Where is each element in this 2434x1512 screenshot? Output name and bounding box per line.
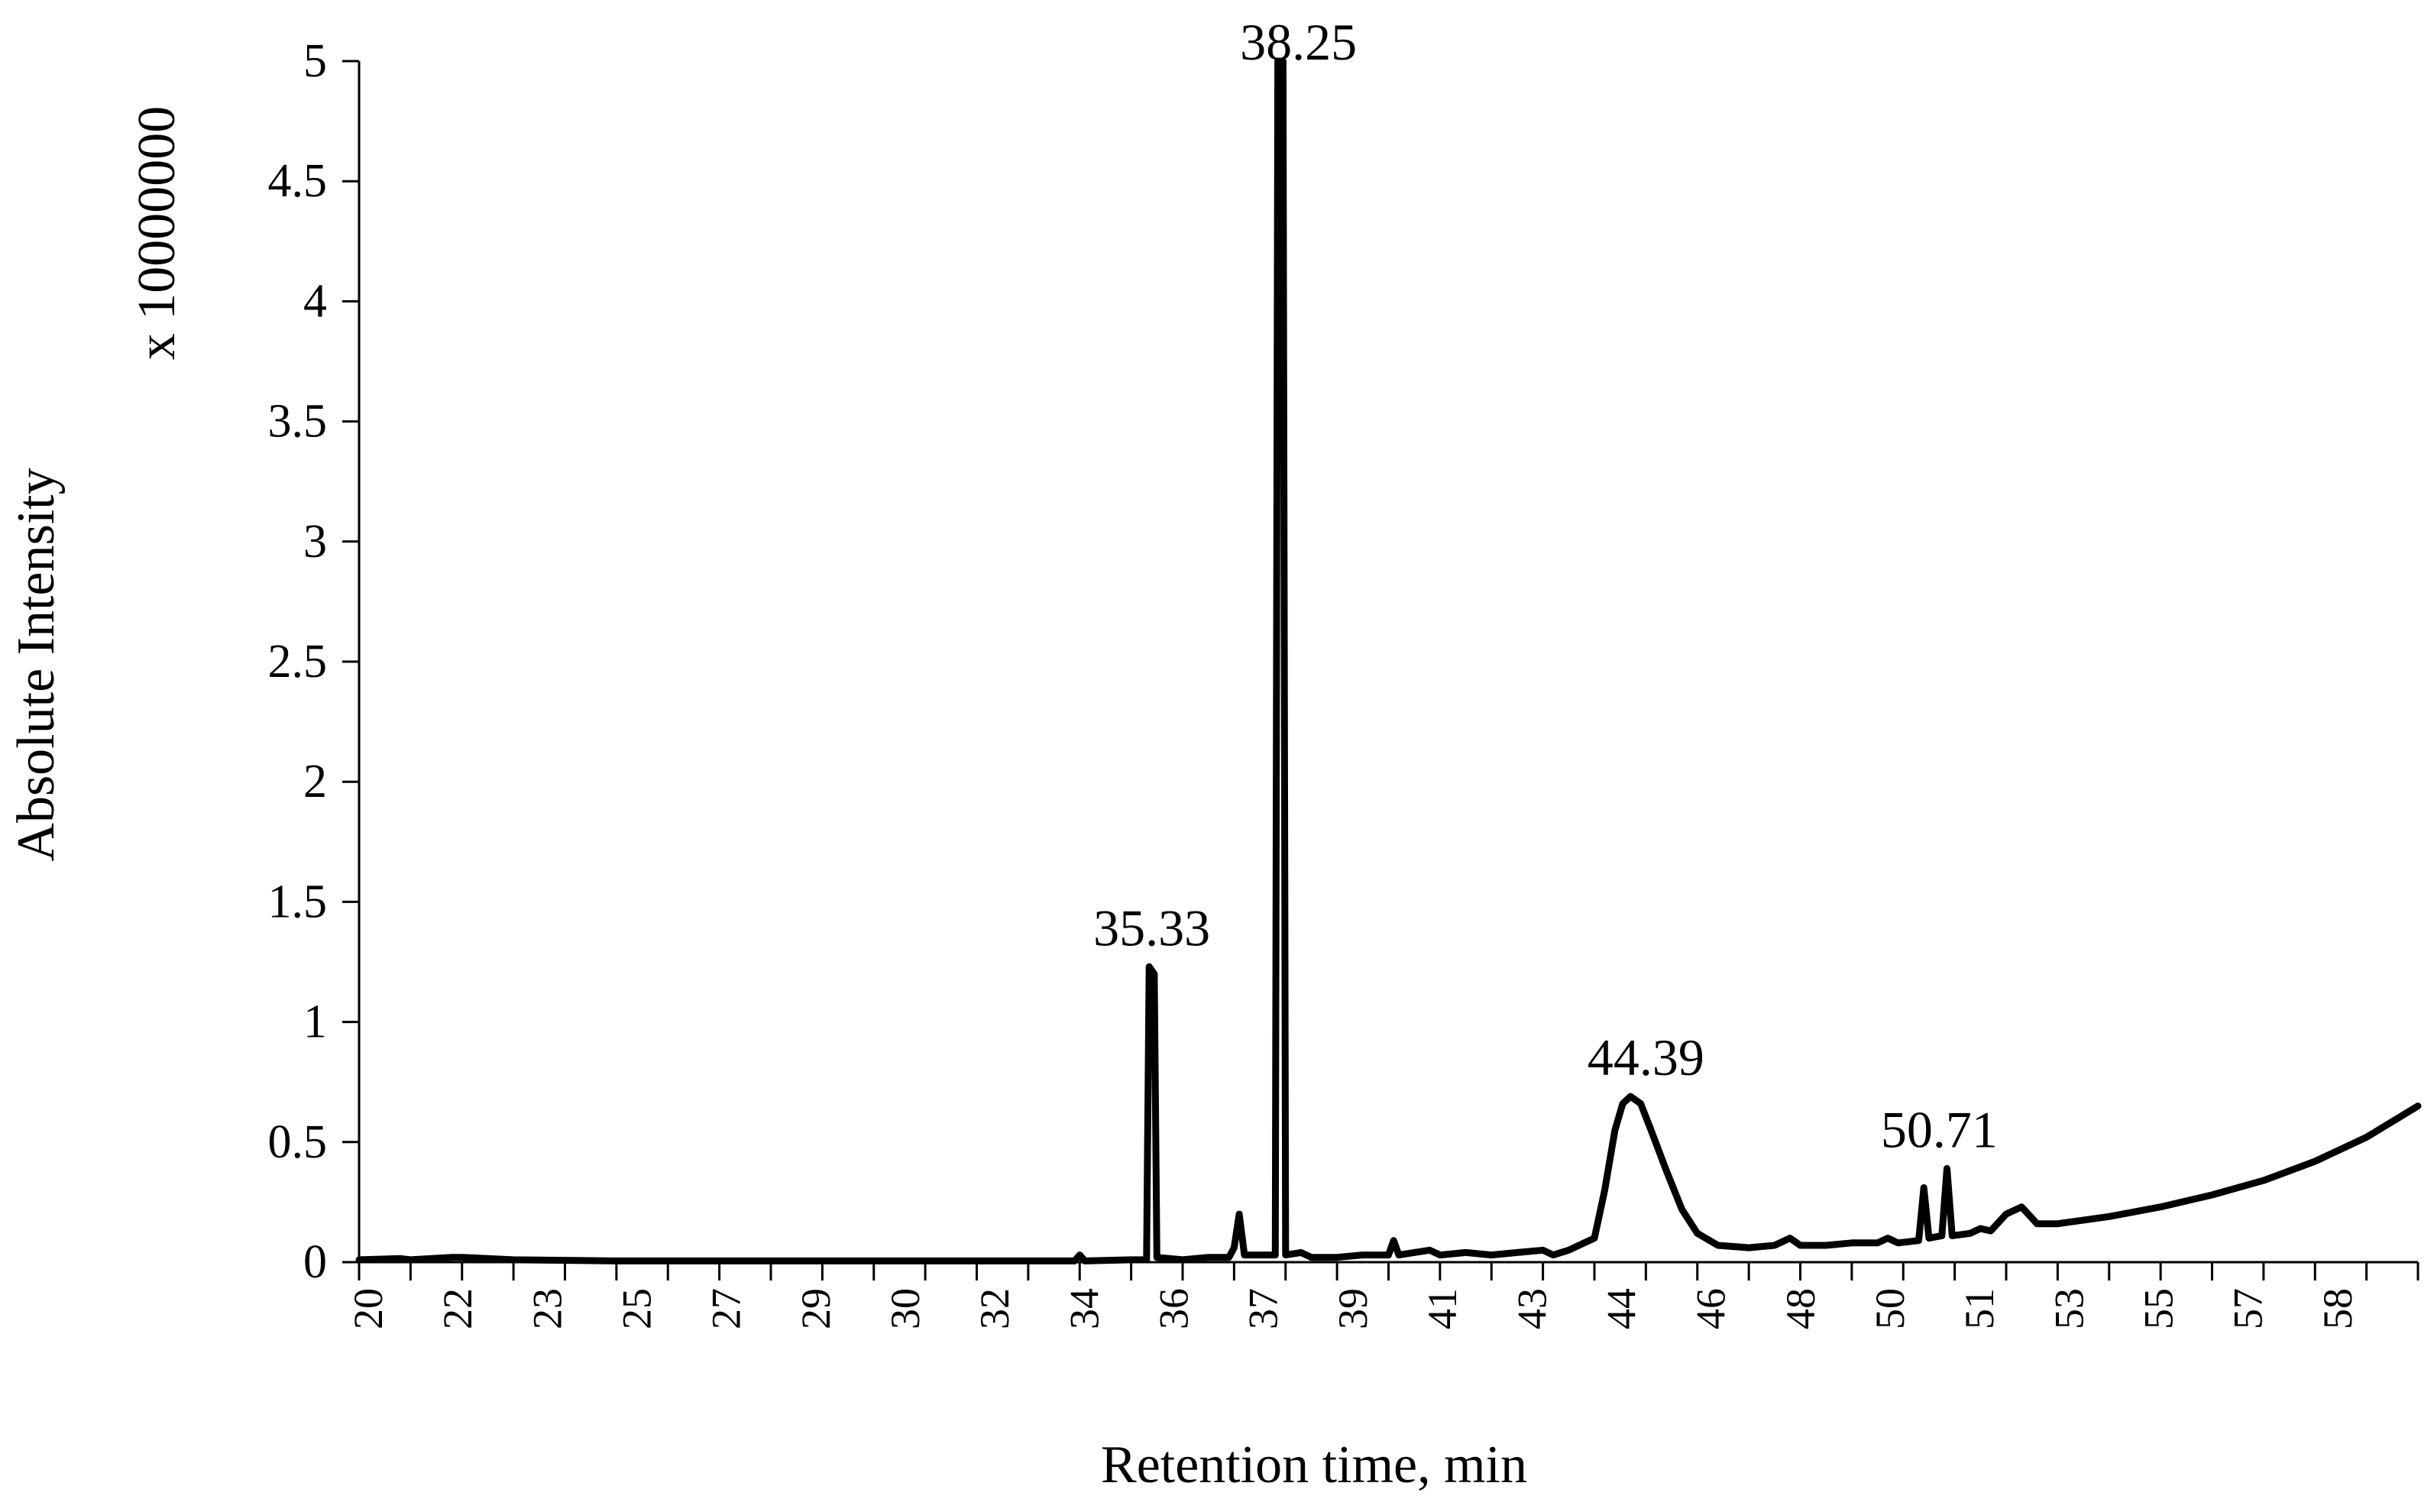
x-tick-label: 57 bbox=[2225, 1288, 2271, 1329]
y-tick-label: 1.5 bbox=[268, 876, 328, 928]
x-tick-label: 22 bbox=[435, 1288, 481, 1329]
x-tick-label: 50 bbox=[1867, 1288, 1913, 1329]
x-tick-label: 41 bbox=[1419, 1288, 1465, 1329]
x-tick-label: 43 bbox=[1509, 1288, 1555, 1329]
x-axis-title: Retention time, min bbox=[1101, 1436, 1527, 1494]
y-axis-multiplier-label: x 10000000 bbox=[128, 106, 186, 361]
x-tick-label: 30 bbox=[882, 1288, 928, 1329]
x-tick-label: 23 bbox=[524, 1288, 570, 1329]
y-tick-label: 3 bbox=[303, 516, 327, 568]
x-tick-label: 37 bbox=[1241, 1288, 1287, 1329]
x-tick-label: 29 bbox=[793, 1288, 839, 1329]
y-tick-label: 2 bbox=[303, 756, 327, 808]
peak-label: 50.71 bbox=[1881, 1100, 1998, 1158]
x-tick-label: 51 bbox=[1957, 1288, 2002, 1329]
x-tick-label: 39 bbox=[1330, 1288, 1376, 1329]
y-tick-label: 4.5 bbox=[268, 155, 328, 207]
peak-label: 35.33 bbox=[1093, 898, 1210, 957]
x-tick-label: 58 bbox=[2315, 1288, 2361, 1329]
x-axis-ticks: 20 22 23 25 27 29 30 32 34 36 37 39 41 43 44 46 48 50 51 53… bbox=[345, 1262, 2419, 1329]
y-tick-label: 4 bbox=[303, 275, 327, 327]
x-tick-label: 32 bbox=[972, 1288, 1018, 1329]
y-tick-label: 1 bbox=[303, 996, 327, 1048]
x-tick-label: 55 bbox=[2135, 1288, 2181, 1329]
x-tick-label: 46 bbox=[1688, 1288, 1734, 1329]
x-tick-label: 34 bbox=[1061, 1288, 1107, 1329]
peak-label: 44.39 bbox=[1588, 1028, 1704, 1086]
x-tick-label: 48 bbox=[1778, 1288, 1824, 1329]
peak-labels: 35.33 38.25 44.39 50.71 bbox=[1093, 13, 1998, 1158]
x-tick-label: 25 bbox=[614, 1288, 660, 1329]
x-tick-label: 36 bbox=[1151, 1288, 1197, 1329]
y-tick-label: 3.5 bbox=[268, 396, 328, 448]
x-tick-label: 20 bbox=[345, 1288, 391, 1329]
x-tick-label: 27 bbox=[704, 1288, 749, 1329]
y-axis-title: Absolute Intensity bbox=[7, 468, 66, 861]
x-tick-label: 53 bbox=[2046, 1288, 2092, 1329]
y-tick-label: 0.5 bbox=[268, 1116, 328, 1168]
y-tick-label: 0 bbox=[303, 1236, 327, 1288]
x-tick-label: 44 bbox=[1598, 1288, 1644, 1329]
chromatogram-trace bbox=[355, 57, 2422, 1264]
y-tick-label: 5 bbox=[303, 35, 327, 87]
peak-label: 38.25 bbox=[1240, 13, 1357, 71]
y-tick-label: 2.5 bbox=[268, 636, 328, 688]
y-axis-ticks: 0 0.5 1 1.5 2 2.5 3 3.5 4 4.5 5 bbox=[268, 35, 359, 1288]
